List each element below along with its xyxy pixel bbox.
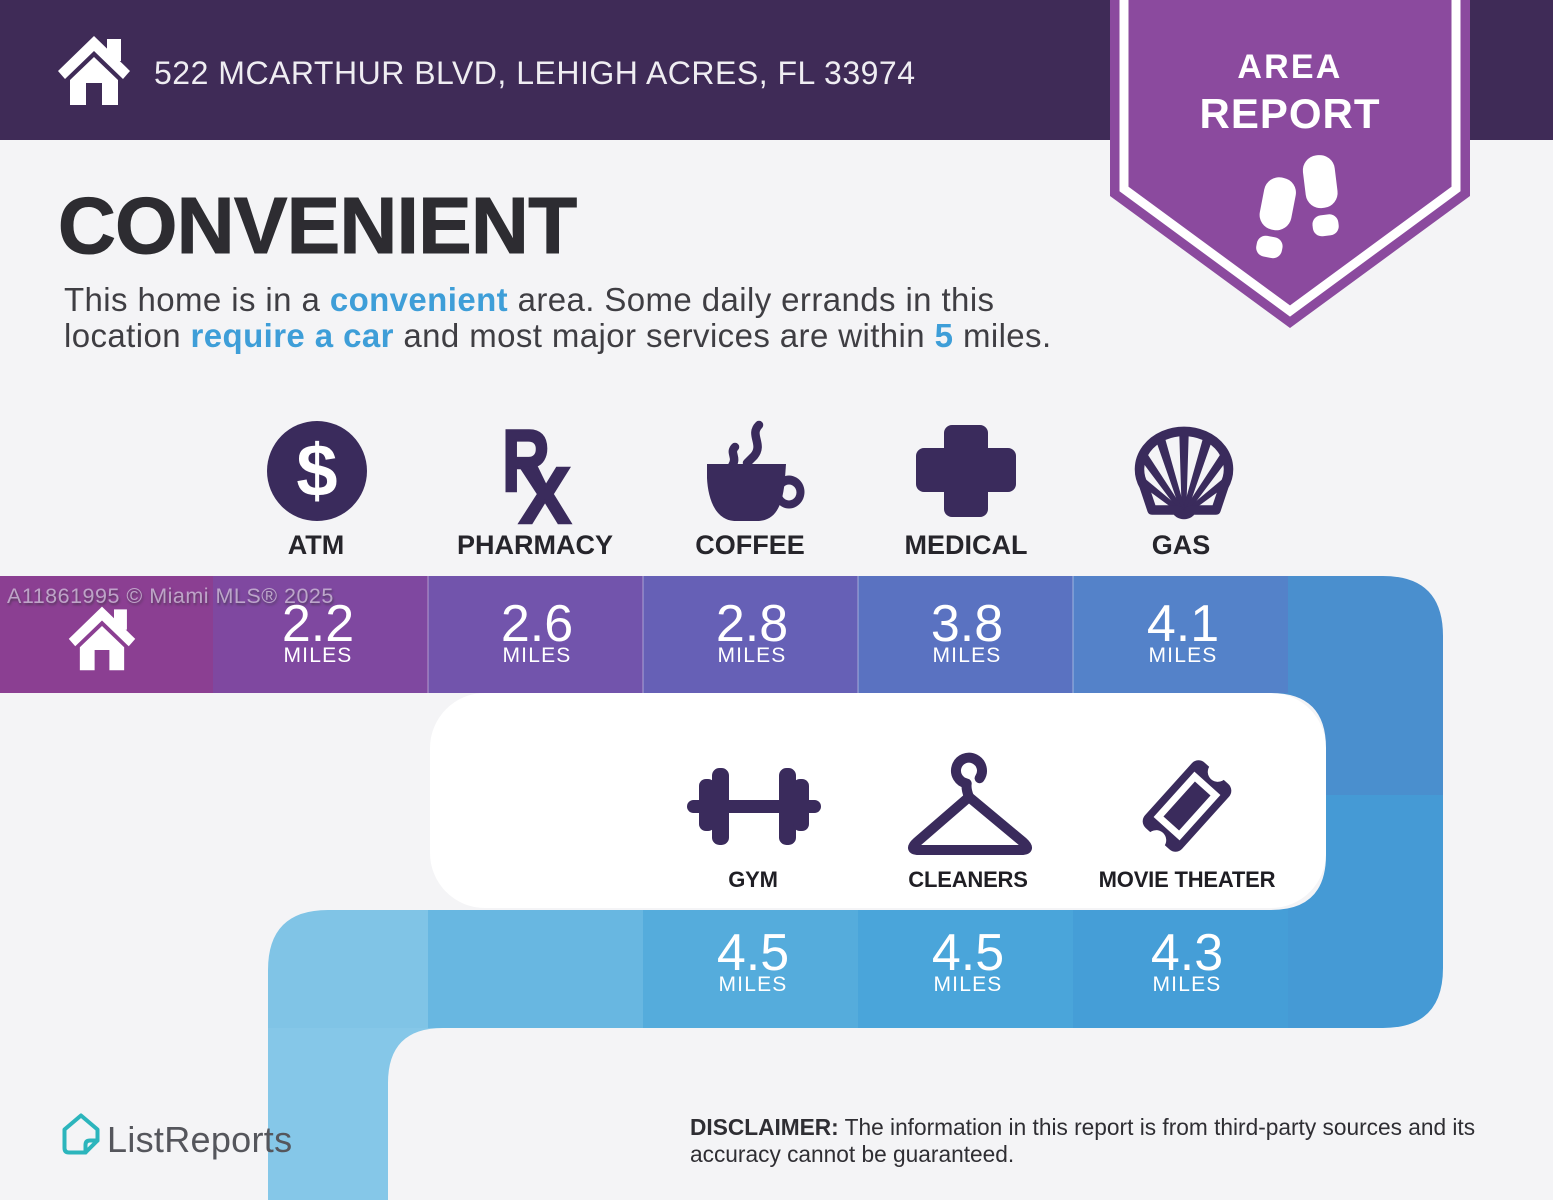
- svg-text:R: R: [502, 411, 550, 510]
- svg-text:X: X: [519, 451, 571, 540]
- svg-text:AREA: AREA: [1237, 48, 1342, 86]
- svg-text:REPORT: REPORT: [1199, 90, 1380, 137]
- svg-text:$: $: [296, 429, 337, 512]
